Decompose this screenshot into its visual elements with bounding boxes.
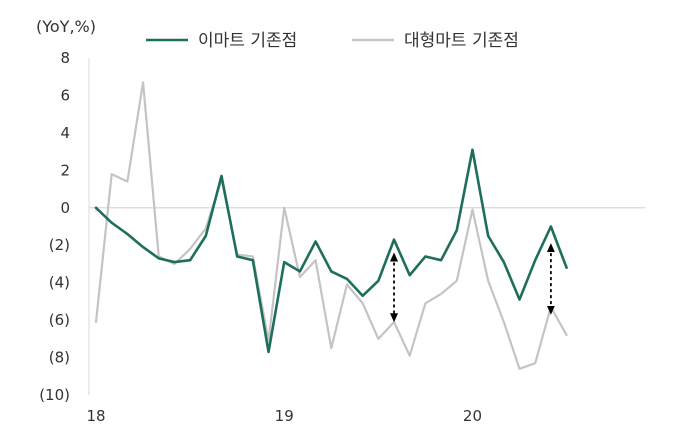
y-tick-label: 4 <box>60 124 70 142</box>
x-axis-ticks: 18 19 20 <box>86 207 482 425</box>
legend: 이마트 기존점 대형마트 기존점 <box>146 31 519 51</box>
y-tick-label: (8) <box>49 349 70 367</box>
series-line-hypermarket <box>94 81 568 370</box>
y-tick-label: 2 <box>60 161 70 179</box>
y-unit-label: (YoY,%) <box>36 17 96 36</box>
y-tick-label: (6) <box>49 311 70 329</box>
y-tick-label: 8 <box>60 49 70 67</box>
series-layer <box>94 81 568 370</box>
y-tick-label: (10) <box>39 386 70 404</box>
legend-label-hypermarket: 대형마트 기존점 <box>404 31 519 51</box>
y-tick-label: (4) <box>49 274 70 292</box>
y-tick-label: (2) <box>49 236 70 254</box>
series-line-emart <box>94 148 568 354</box>
x-tick-label: 19 <box>275 407 294 425</box>
x-tick-label: 18 <box>86 407 105 425</box>
legend-label-emart: 이마트 기존점 <box>198 31 297 51</box>
y-axis-ticks: 8 6 4 2 0 (2) (4) (6) (8) (10) <box>39 49 70 404</box>
y-tick-label: 6 <box>60 86 70 104</box>
x-tick-label: 20 <box>463 407 482 425</box>
annotation-layer <box>390 243 555 323</box>
y-tick-label: 0 <box>60 199 70 217</box>
